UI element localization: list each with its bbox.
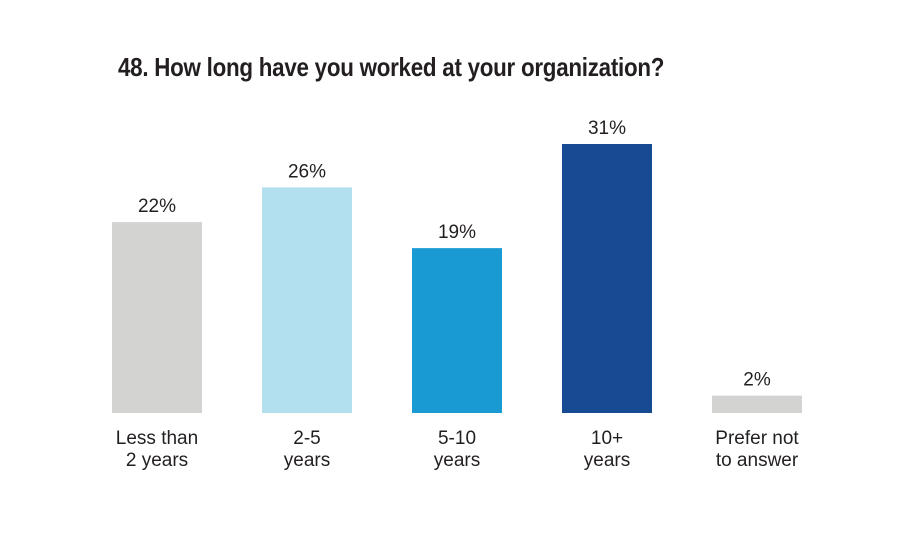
data-label-4: 2%: [743, 370, 771, 391]
bars-group: [112, 144, 802, 413]
category-label-line: Prefer not: [715, 428, 799, 449]
category-label-line: 5-10: [438, 428, 476, 449]
data-label-2: 19%: [438, 222, 476, 243]
bar-2: [412, 248, 502, 413]
category-label-line: years: [284, 450, 330, 471]
category-label-3: 10+ years: [584, 428, 630, 471]
category-label-line: years: [584, 450, 630, 471]
category-label-line: 2 years: [126, 450, 188, 471]
chart-title: 48. How long have you worked at your org…: [118, 52, 665, 82]
bar-0: [112, 222, 202, 413]
category-label-0: Less than 2 years: [116, 428, 198, 471]
data-label-0: 22%: [138, 196, 176, 217]
category-label-line: 2-5: [293, 428, 320, 449]
category-label-line: 10+: [591, 428, 623, 449]
value-labels-group: 22% 26% 19% 31% 2%: [138, 118, 771, 391]
category-label-line: Less than: [116, 428, 198, 449]
category-label-2: 5-10 years: [434, 428, 480, 471]
bar-3: [562, 144, 652, 413]
category-label-4: Prefer not to answer: [715, 428, 799, 471]
bar-4: [712, 395, 802, 413]
bar-1: [262, 187, 352, 413]
data-label-1: 26%: [288, 161, 326, 182]
category-label-line: to answer: [716, 450, 799, 471]
data-label-3: 31%: [588, 118, 626, 139]
category-label-1: 2-5 years: [284, 428, 330, 471]
category-label-line: years: [434, 450, 480, 471]
